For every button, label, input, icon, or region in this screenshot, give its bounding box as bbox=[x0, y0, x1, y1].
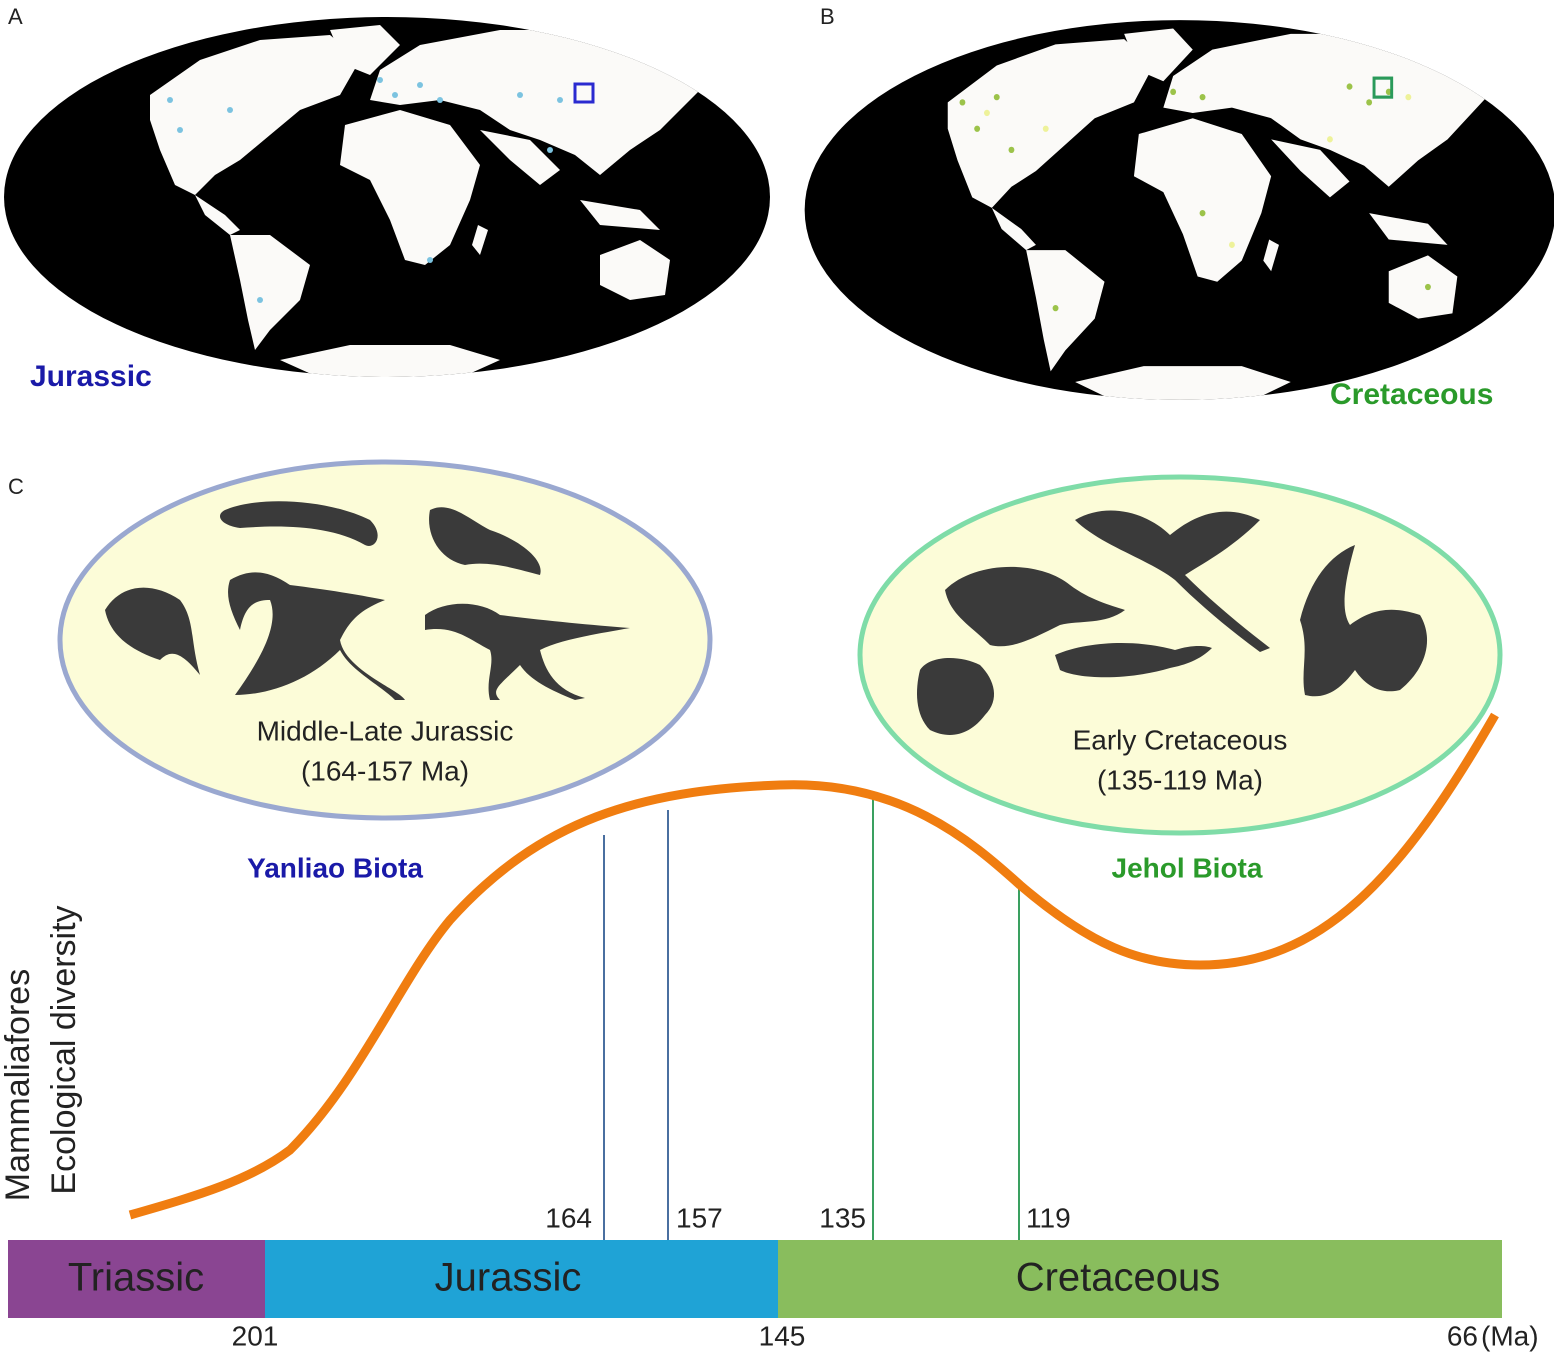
marker-label: 119 bbox=[1026, 1202, 1071, 1233]
y-axis-label: Mammaliafores bbox=[0, 969, 37, 1201]
biota-oval: Early Cretaceous (135-119 Ma) bbox=[857, 474, 1503, 836]
age-unit: (Ma) bbox=[1481, 1320, 1539, 1351]
biota-range: (135-119 Ma) bbox=[1097, 764, 1263, 795]
marker-label: 157 bbox=[676, 1202, 723, 1233]
age-label: 145 bbox=[759, 1320, 806, 1351]
marker-label: 135 bbox=[819, 1202, 866, 1233]
age-label: 66 bbox=[1447, 1320, 1478, 1351]
period-bar bbox=[265, 1240, 778, 1318]
biota-period: Early Cretaceous bbox=[1073, 724, 1288, 755]
biota-period: Middle-Late Jurassic bbox=[257, 715, 514, 746]
map-period: Jurassic bbox=[30, 360, 152, 393]
map-b bbox=[804, 20, 1554, 400]
biota-name: Jehol Biota bbox=[1112, 852, 1263, 883]
panel-label: C bbox=[8, 474, 24, 499]
biota-name: Yanliao Biota bbox=[247, 852, 423, 883]
map-period: Cretaceous bbox=[1330, 378, 1493, 411]
y-axis-label: Ecological diversity bbox=[45, 905, 83, 1194]
period-bar bbox=[778, 1240, 1502, 1318]
period-label: Jurassic bbox=[435, 1256, 582, 1300]
age-label: 201 bbox=[232, 1320, 279, 1351]
period-label: Triassic bbox=[68, 1256, 204, 1300]
biota-range: (164-157 Ma) bbox=[301, 755, 469, 786]
panel-label: A bbox=[8, 4, 23, 29]
period-bar bbox=[8, 1240, 265, 1318]
panel-label: B bbox=[820, 4, 835, 29]
biota-oval: Middle-Late Jurassic (164-157 Ma) bbox=[57, 459, 713, 821]
marker-label: 164 bbox=[545, 1202, 592, 1233]
map-a bbox=[4, 17, 770, 377]
period-label: Cretaceous bbox=[1016, 1256, 1221, 1300]
diversity-curve bbox=[128, 712, 1499, 1220]
